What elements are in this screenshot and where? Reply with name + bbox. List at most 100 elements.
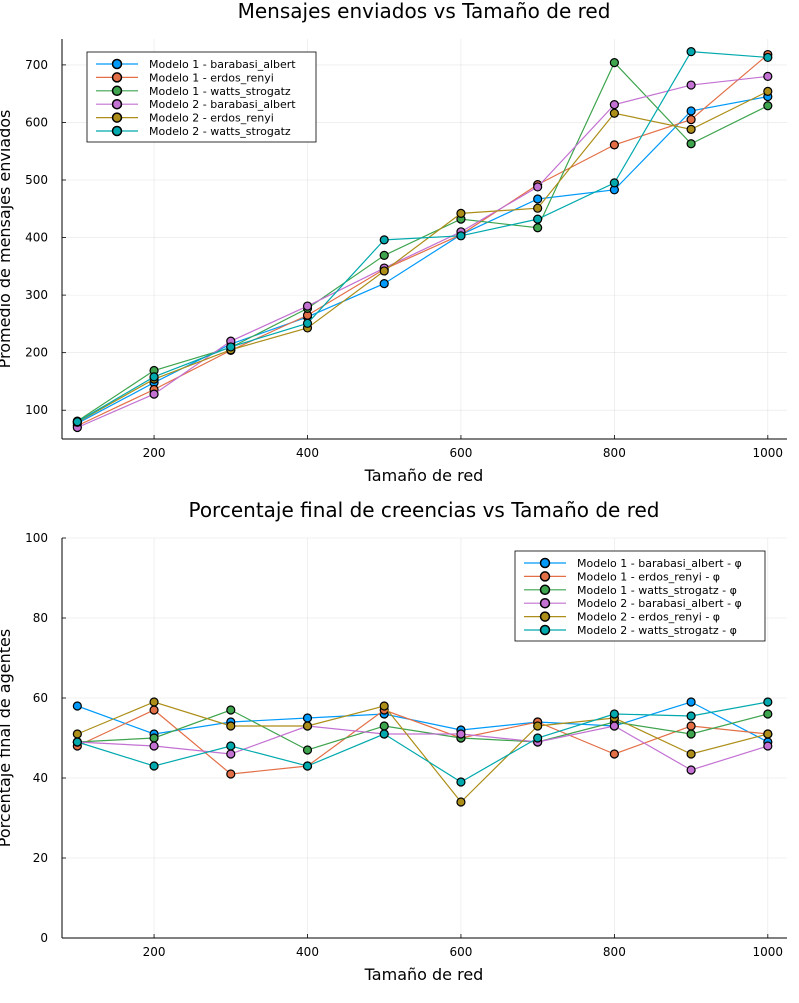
chart-title: Porcentaje final de creencias vs Tamaño … — [188, 498, 659, 522]
x-axis-label: Tamaño de red — [364, 466, 484, 485]
data-point — [302, 761, 313, 771]
series-4 — [72, 697, 773, 807]
legend-swatch-marker — [539, 557, 551, 569]
data-point — [226, 342, 236, 352]
y-tick-label: 400 — [25, 231, 48, 245]
y-tick-label: 100 — [25, 403, 48, 417]
data-point — [763, 709, 773, 719]
data-point — [72, 729, 82, 739]
data-point — [686, 749, 696, 759]
data-point — [149, 389, 159, 399]
series-line — [77, 701, 768, 803]
data-point — [226, 749, 236, 759]
data-point — [533, 214, 543, 224]
data-point — [379, 729, 389, 739]
data-point — [686, 47, 696, 57]
y-tick-label: 0 — [40, 931, 48, 945]
data-point — [379, 235, 389, 245]
x-tick-label: 800 — [603, 446, 626, 460]
y-tick-label: 300 — [25, 288, 48, 302]
legend-swatch-marker — [539, 597, 551, 609]
data-point — [72, 737, 82, 747]
legend-item: Modelo 2 - barabasi_albert - φ — [524, 597, 742, 610]
legend-swatch-marker — [539, 624, 551, 636]
legend-swatch-marker — [111, 112, 123, 123]
legend-label: Modelo 2 - barabasi_albert — [149, 98, 296, 111]
y-tick-label: 100 — [25, 531, 48, 545]
legend-box — [514, 550, 766, 642]
legend-swatch-marker — [539, 584, 551, 596]
chart-beliefs: Porcentaje final de creencias vs Tamaño … — [0, 498, 787, 984]
data-point — [686, 139, 696, 149]
series-line — [77, 54, 769, 427]
legend-item: Modelo 1 - barabasi_albert - φ — [524, 557, 742, 570]
y-tick-label: 20 — [33, 851, 48, 865]
legend-label: Modelo 1 - watts_strogatz — [149, 85, 291, 98]
series — [72, 47, 773, 433]
data-point — [456, 797, 466, 807]
legend-swatch-marker — [111, 72, 123, 83]
series-line — [77, 75, 768, 429]
data-point — [302, 721, 313, 731]
data-point — [609, 140, 619, 150]
data-point — [302, 318, 313, 328]
y-tick-label: 80 — [33, 611, 48, 625]
data-point — [686, 80, 696, 90]
legend-item: Modelo 2 - erdos_renyi - φ — [524, 611, 720, 624]
data-point — [302, 301, 313, 311]
data-point — [686, 711, 696, 721]
data-point — [609, 108, 619, 118]
legend-item: Modelo 1 - barabasi_albert — [96, 58, 296, 71]
data-point — [763, 86, 773, 96]
y-tick-label: 200 — [25, 346, 48, 360]
series-1 — [72, 705, 773, 779]
legend-swatch-marker — [111, 85, 123, 97]
data-point — [763, 52, 773, 63]
series-line — [77, 95, 768, 424]
series-line — [77, 51, 768, 423]
x-tick-label: 400 — [296, 945, 319, 959]
data-point — [456, 729, 466, 739]
data-point — [533, 721, 543, 731]
legend-item: Modelo 2 - watts_strogatz - φ — [524, 624, 737, 637]
data-point — [149, 741, 159, 751]
data-point — [686, 765, 696, 775]
legend-label: Modelo 1 - watts_strogatz - φ — [577, 584, 737, 597]
legend-swatch-marker — [111, 58, 123, 70]
data-point — [456, 208, 466, 218]
data-point — [609, 100, 619, 110]
x-tick-label: 200 — [143, 446, 166, 460]
legend-item: Modelo 1 - watts_strogatz - φ — [524, 584, 737, 597]
legend-box — [86, 51, 317, 143]
data-point — [72, 417, 82, 427]
y-tick-label: 700 — [25, 58, 48, 72]
x-tick-label: 600 — [449, 446, 472, 460]
y-tick-label: 500 — [25, 173, 48, 187]
data-point — [456, 231, 466, 241]
ticks: 200 400 600 800 1000 0 20 40 60 80 100 — [25, 531, 787, 959]
legend-item: Modelo 1 - erdos_renyi — [96, 71, 274, 84]
x-tick-label: 200 — [143, 945, 166, 959]
data-point — [302, 745, 313, 755]
legend: Modelo 1 - barabasi_albert - φ Modelo 1 -… — [514, 550, 766, 642]
data-point — [686, 729, 696, 739]
data-point — [609, 57, 619, 68]
data-point — [763, 101, 773, 111]
data-point — [302, 713, 313, 723]
data-point — [609, 709, 619, 719]
data-point — [686, 697, 696, 707]
legend-item: Modelo 1 - watts_strogatz — [96, 85, 291, 98]
x-tick-label: 1000 — [753, 446, 784, 460]
data-point — [456, 777, 466, 787]
y-tick-label: 60 — [33, 691, 48, 705]
legend-label: Modelo 2 - barabasi_albert - φ — [577, 597, 742, 610]
y-axis-label: Promedio de mensajes enviados — [0, 110, 14, 369]
x-axis-label: Tamaño de red — [364, 965, 484, 984]
legend-swatch-marker — [111, 125, 123, 137]
data-point — [379, 701, 389, 711]
data-point — [533, 182, 543, 192]
chart-messages: Mensajes enviados vs Tamaño de red 200 40… — [0, 0, 787, 485]
series-line — [77, 701, 769, 743]
